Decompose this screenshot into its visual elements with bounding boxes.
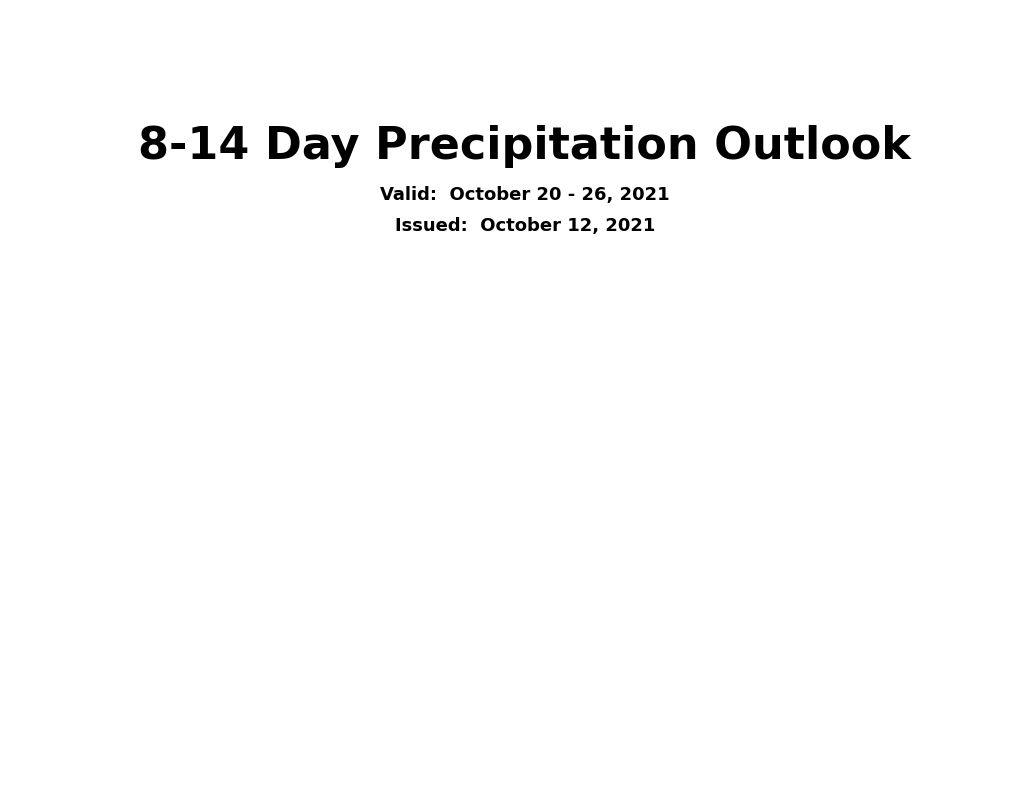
Text: Issued:  October 12, 2021: Issued: October 12, 2021 <box>394 217 655 235</box>
Text: 8-14 Day Precipitation Outlook: 8-14 Day Precipitation Outlook <box>138 125 911 168</box>
Text: Valid:  October 20 - 26, 2021: Valid: October 20 - 26, 2021 <box>380 186 670 204</box>
